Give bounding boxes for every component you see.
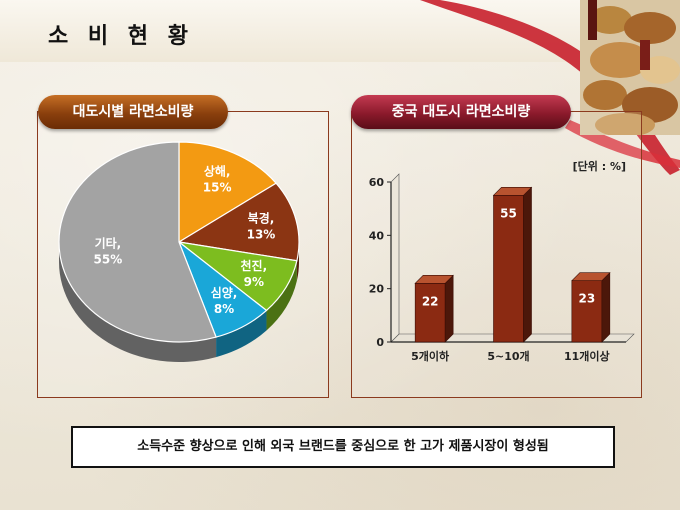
bar-value-label: 55	[500, 206, 517, 220]
pie-slice-label: 상해,	[204, 164, 231, 179]
bar	[493, 195, 524, 343]
pie-slice-label: 심양,	[211, 285, 238, 300]
bar-chart-title: 중국 대도시 라면소비량	[351, 95, 571, 129]
bar	[414, 283, 446, 343]
bar	[571, 280, 603, 343]
pie-slice	[58, 141, 217, 343]
y-tick-label: 0	[376, 336, 384, 349]
bar-value-label: 22	[422, 294, 439, 308]
pie-slice-percent: 15%	[203, 181, 232, 195]
bar-side-wall	[390, 173, 400, 343]
x-tick-label: 11개이상	[564, 349, 610, 363]
pie-labels: 상해, 15% 북경, 13% 천진, 9% 심양, 8% 기타, 55%	[94, 164, 276, 316]
bar-side	[523, 186, 532, 343]
bar-top	[492, 187, 533, 196]
bar-top	[414, 275, 454, 284]
pie-slice-percent: 55%	[94, 252, 123, 266]
summary-note: 소득수준 향상으로 인해 외국 브랜드를 중심으로 한 고가 제품시장이 형성됨	[71, 426, 615, 468]
pie-slice-side	[59, 242, 217, 362]
pie-slice-percent: 9%	[244, 275, 264, 289]
bar-side	[444, 274, 454, 343]
y-tick-label: 40	[369, 229, 385, 242]
y-tick-label: 60	[369, 176, 385, 189]
y-tick-label: 20	[369, 283, 385, 296]
pie-slices	[58, 141, 300, 343]
x-tick-label: 5개이하	[411, 349, 450, 363]
bar-top	[571, 272, 611, 281]
pie-slice-percent: 8%	[214, 302, 234, 316]
pie-slice	[177, 182, 300, 262]
pie-slice-side	[266, 260, 297, 331]
pie-chart: 상해, 15% 북경, 13% 천진, 9% 심양, 8% 기타, 55%	[58, 141, 300, 362]
bar-unit-label: [단위 : %]	[573, 159, 626, 173]
food-photo-image	[580, 0, 680, 135]
pie-slice-side	[216, 310, 267, 358]
pie-chart-title: 대도시별 라면소비량	[38, 95, 228, 129]
bar-value-label: 23	[578, 292, 595, 306]
x-tick-label: 5~10개	[487, 349, 529, 363]
bar-chart: [단위 : %] 0 20 40 60 22 55 23 5개이하 5~10개 11개이상	[369, 159, 635, 363]
bar-series: 22 55 23	[414, 186, 611, 343]
pie-slice-label: 기타,	[95, 235, 122, 250]
bar-x-ticks: 5개이하 5~10개 11개이상	[411, 349, 610, 363]
pie-slice-label: 북경,	[248, 212, 275, 226]
bar-y-ticks: 0 20 40 60	[369, 176, 391, 349]
pie-slice	[178, 141, 278, 244]
bar-side	[601, 271, 611, 343]
pie-slice-label: 천진,	[241, 258, 268, 273]
pie-slice-percent: 13%	[247, 228, 276, 242]
page-title: 소 비 현 황	[48, 24, 194, 49]
